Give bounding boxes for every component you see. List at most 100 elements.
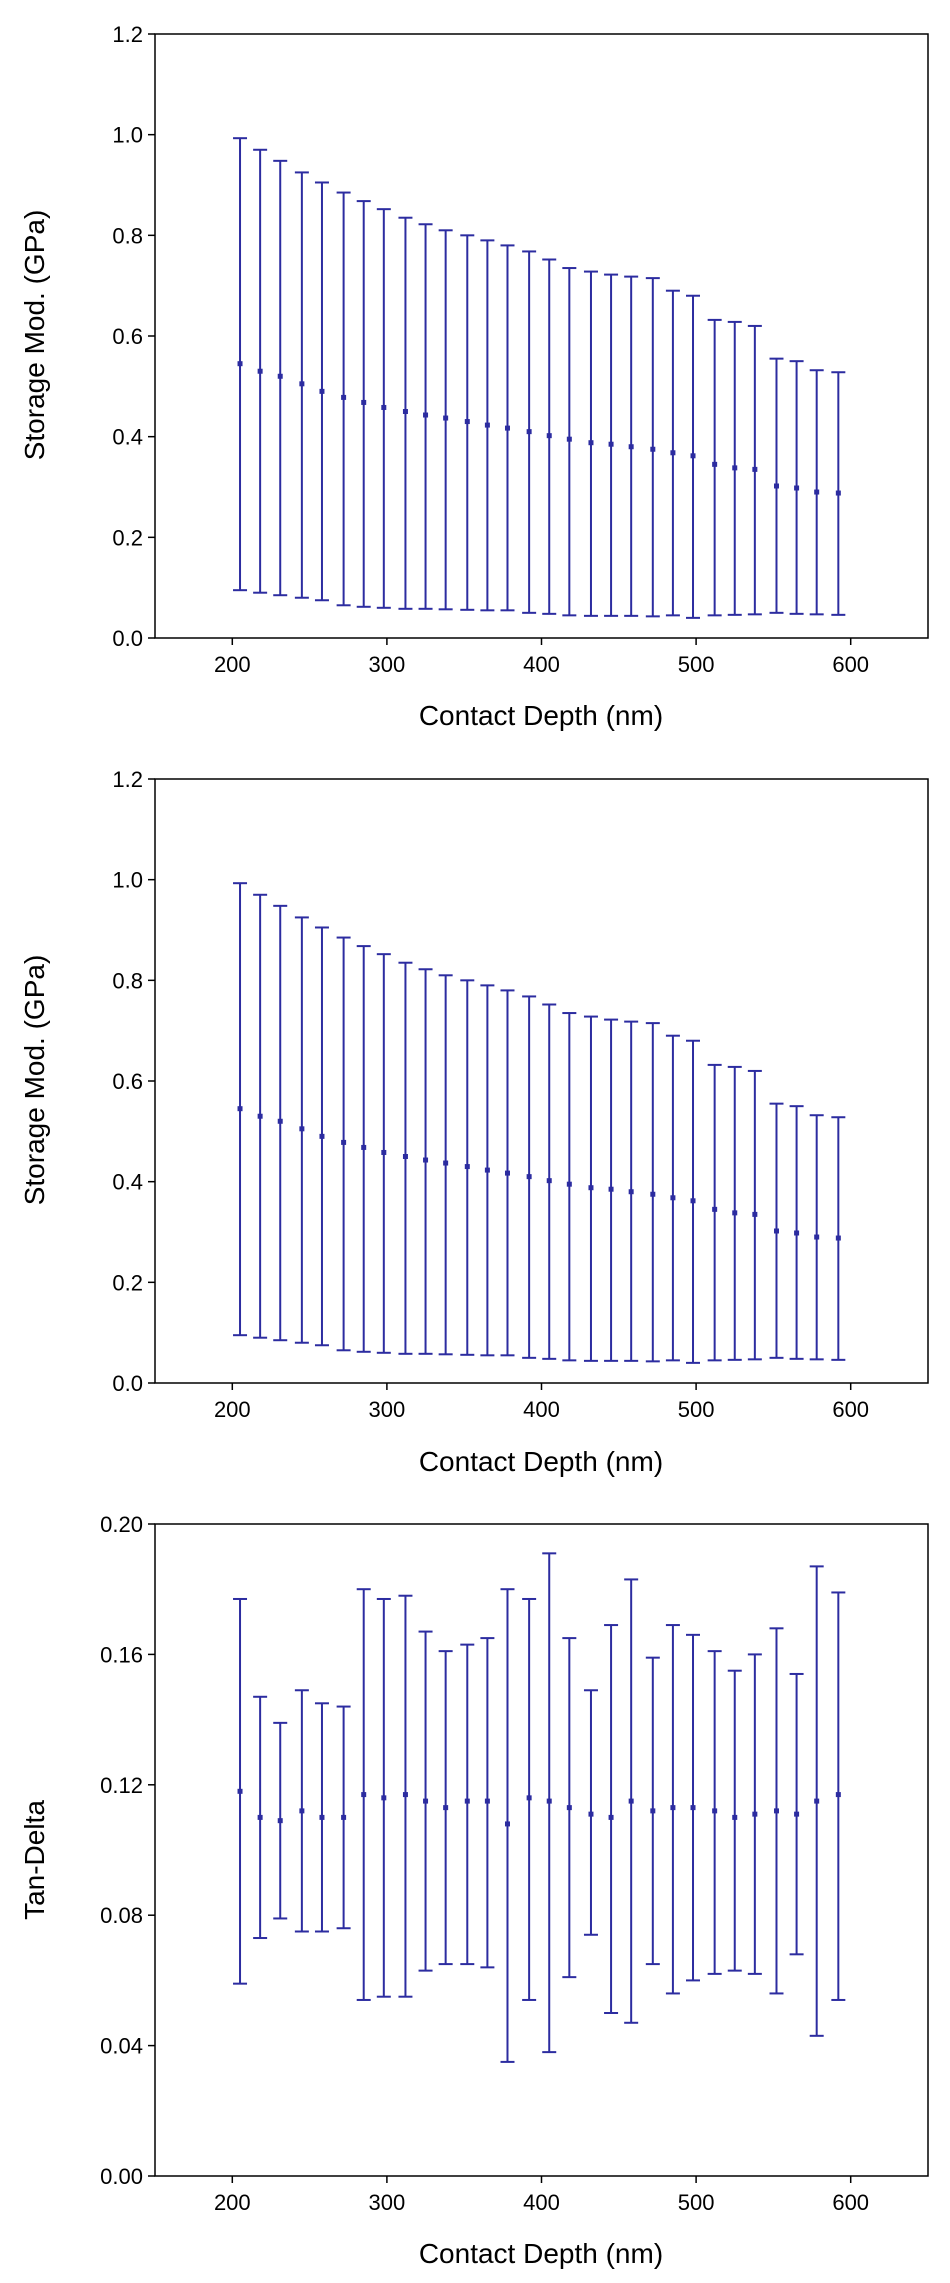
data-point [423, 1798, 429, 1804]
data-point [546, 1178, 552, 1184]
y-tick-label: 0.6 [112, 1069, 143, 1094]
data-point [361, 1144, 367, 1150]
x-tick-label: 600 [832, 2190, 869, 2215]
y-axis-title: Storage Mod. (GPa) [19, 210, 50, 461]
data-point [566, 436, 572, 442]
y-tick-label: 0.6 [112, 324, 143, 349]
data-point [299, 1126, 305, 1132]
x-axis-title: Contact Depth (nm) [419, 2238, 663, 2269]
data-point [588, 1185, 594, 1191]
y-tick-label: 0.08 [100, 1903, 143, 1928]
data-point [319, 1814, 325, 1820]
x-tick-label: 300 [369, 2190, 406, 2215]
data-point [588, 1811, 594, 1817]
data-point [319, 388, 325, 394]
data-point [423, 1157, 429, 1163]
data-point [752, 1211, 758, 1217]
data-point [835, 490, 841, 496]
data-point [732, 465, 738, 471]
x-tick-label: 600 [832, 652, 869, 677]
data-point [361, 1792, 367, 1798]
data-point [690, 1198, 696, 1204]
data-point [608, 1186, 614, 1192]
y-tick-label: 0.00 [100, 2164, 143, 2189]
data-point [381, 404, 387, 410]
x-tick-label: 400 [523, 2190, 560, 2215]
y-tick-label: 0.8 [112, 968, 143, 993]
data-point [464, 419, 470, 425]
data-point [504, 1170, 510, 1176]
data-point [650, 1191, 656, 1197]
y-tick-label: 1.0 [112, 123, 143, 148]
tan-delta-chart: Contact Depth (nm) Tan-Delta 200 300 400 50… [0, 1490, 950, 2283]
y-tick-label: 0.8 [112, 223, 143, 248]
data-point [608, 441, 614, 447]
data-point [341, 1139, 347, 1145]
data-point [546, 433, 552, 439]
data-point [712, 461, 718, 467]
data-point [277, 373, 283, 379]
y-tick-label: 0.12 [100, 1773, 143, 1798]
data-point [257, 1113, 263, 1119]
y-tick-label: 0.20 [100, 1512, 143, 1537]
data-point [773, 483, 779, 489]
y-tick-label: 0.0 [112, 1371, 143, 1396]
data-point [237, 361, 243, 367]
data-point [773, 1228, 779, 1234]
x-tick-label: 200 [214, 1397, 251, 1422]
data-point [443, 1805, 449, 1811]
data-point [814, 1798, 820, 1804]
data-point [341, 1814, 347, 1820]
data-point [835, 1792, 841, 1798]
y-tick-label: 0.2 [112, 525, 143, 550]
data-point [277, 1818, 283, 1824]
data-point [566, 1805, 572, 1811]
data-point [650, 1808, 656, 1814]
data-point [690, 453, 696, 459]
data-point [443, 415, 449, 421]
data-point [423, 412, 429, 418]
data-point [628, 444, 634, 450]
x-tick-label: 600 [832, 1397, 869, 1422]
y-tick-label: 1.0 [112, 868, 143, 893]
plot-frame [154, 33, 929, 639]
data-point [588, 440, 594, 446]
data-point [628, 1798, 634, 1804]
storage-modulus-chart-1: Contact Depth (nm) Storage Mod. (GPa) 20… [0, 0, 950, 745]
data-point [484, 1798, 490, 1804]
y-tick-label: 0.4 [112, 1170, 143, 1195]
data-point [299, 1808, 305, 1814]
data-point [299, 381, 305, 387]
x-tick-label: 500 [678, 1397, 715, 1422]
x-tick-label: 300 [369, 652, 406, 677]
data-point [814, 1234, 820, 1240]
y-tick-label: 0.16 [100, 1642, 143, 1667]
data-point [402, 409, 408, 414]
data-point [504, 1821, 510, 1827]
data-point [773, 1808, 779, 1814]
data-point [237, 1788, 243, 1794]
data-point [546, 1798, 552, 1804]
data-point [464, 1164, 470, 1170]
y-tick-label: 0.2 [112, 1270, 143, 1295]
data-point [752, 1811, 758, 1817]
data-point [732, 1814, 738, 1820]
data-point [794, 485, 800, 491]
data-point [670, 450, 676, 456]
data-point [732, 1210, 738, 1216]
data-point [712, 1808, 718, 1814]
data-point [361, 399, 367, 405]
x-tick-label: 300 [369, 1397, 406, 1422]
y-tick-label: 0.4 [112, 425, 143, 450]
data-point [690, 1805, 696, 1811]
data-point [794, 1811, 800, 1817]
plot-frame [154, 778, 929, 1384]
data-point [237, 1106, 243, 1112]
storage-modulus-chart-2: Contact Depth (nm) Storage Mod. (GPa) 20… [0, 745, 950, 1490]
x-tick-label: 200 [214, 652, 251, 677]
y-tick-label: 1.2 [112, 767, 143, 792]
data-point [443, 1160, 449, 1166]
y-axis-title: Tan-Delta [19, 1800, 50, 1920]
data-point [814, 489, 820, 495]
data-point [484, 1167, 490, 1173]
